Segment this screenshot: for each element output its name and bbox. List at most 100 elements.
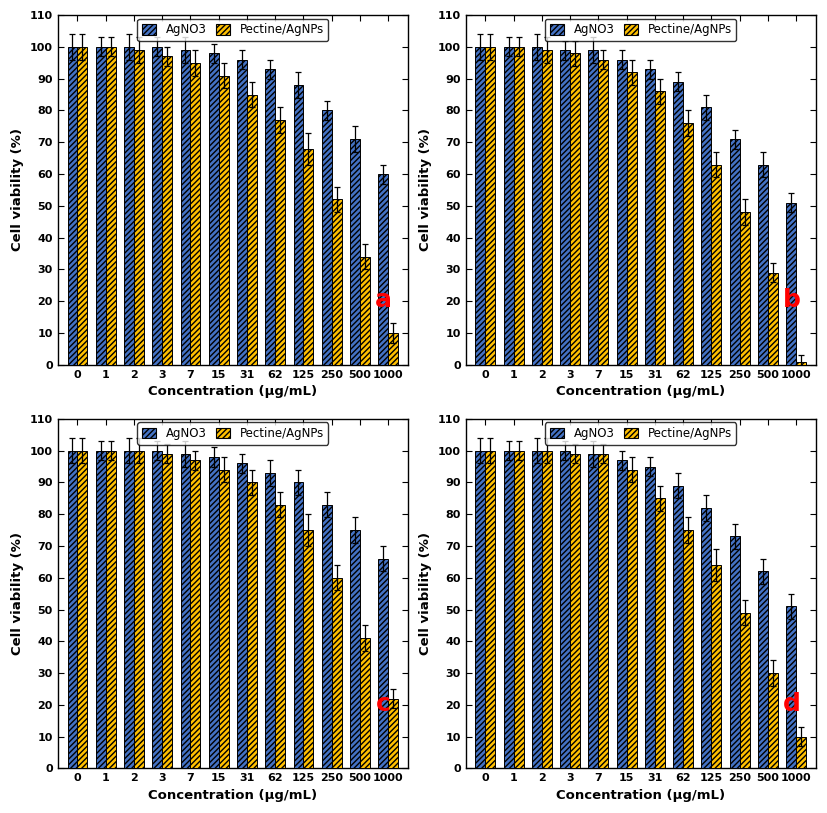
Text: d: d bbox=[782, 692, 801, 716]
Bar bbox=[767, 673, 777, 768]
Bar bbox=[78, 47, 88, 365]
Bar bbox=[476, 47, 485, 365]
Bar bbox=[786, 606, 796, 768]
Bar bbox=[729, 537, 739, 768]
Y-axis label: Cell viability (%): Cell viability (%) bbox=[419, 128, 432, 251]
Bar bbox=[504, 450, 514, 768]
Bar bbox=[711, 565, 721, 768]
Bar bbox=[758, 164, 767, 365]
Text: c: c bbox=[376, 692, 391, 716]
Bar bbox=[627, 470, 637, 768]
Bar bbox=[617, 59, 627, 365]
Bar bbox=[476, 450, 485, 768]
Bar bbox=[758, 572, 767, 768]
Bar bbox=[599, 454, 608, 768]
Bar bbox=[711, 164, 721, 365]
Bar bbox=[560, 50, 570, 365]
Bar bbox=[350, 139, 360, 365]
Bar bbox=[514, 47, 523, 365]
Bar bbox=[237, 463, 247, 768]
Bar bbox=[701, 107, 711, 365]
Bar bbox=[378, 559, 388, 768]
Bar bbox=[265, 473, 275, 768]
Bar bbox=[542, 450, 552, 768]
Bar bbox=[218, 76, 228, 365]
Bar bbox=[655, 498, 665, 768]
Bar bbox=[208, 54, 218, 365]
Bar bbox=[388, 333, 398, 365]
Bar bbox=[332, 199, 342, 365]
Bar bbox=[96, 47, 106, 365]
Bar bbox=[655, 91, 665, 365]
Bar bbox=[673, 82, 683, 365]
Bar bbox=[532, 47, 542, 365]
Bar bbox=[78, 450, 88, 768]
Bar bbox=[106, 450, 116, 768]
Bar bbox=[237, 59, 247, 365]
X-axis label: Concentration (µg/mL): Concentration (µg/mL) bbox=[557, 789, 725, 802]
Bar bbox=[739, 613, 749, 768]
Bar bbox=[645, 467, 655, 768]
Bar bbox=[645, 69, 655, 365]
X-axis label: Concentration (µg/mL): Concentration (µg/mL) bbox=[557, 385, 725, 398]
Bar bbox=[570, 454, 580, 768]
Bar bbox=[786, 202, 796, 365]
Bar bbox=[767, 272, 777, 365]
Bar bbox=[106, 47, 116, 365]
Y-axis label: Cell viability (%): Cell viability (%) bbox=[419, 533, 432, 655]
X-axis label: Concentration (µg/mL): Concentration (µg/mL) bbox=[148, 789, 318, 802]
Text: b: b bbox=[782, 289, 801, 312]
Bar bbox=[68, 450, 78, 768]
Bar bbox=[124, 47, 134, 365]
Bar bbox=[485, 47, 495, 365]
Bar bbox=[96, 450, 106, 768]
Bar bbox=[589, 50, 599, 365]
Bar bbox=[729, 139, 739, 365]
Bar bbox=[265, 69, 275, 365]
Bar bbox=[68, 47, 78, 365]
Bar bbox=[134, 450, 144, 768]
Bar bbox=[247, 94, 257, 365]
Bar bbox=[485, 450, 495, 768]
Bar bbox=[504, 47, 514, 365]
Bar bbox=[152, 450, 162, 768]
Bar bbox=[190, 460, 200, 768]
Bar bbox=[304, 149, 313, 365]
Bar bbox=[180, 50, 190, 365]
Bar bbox=[673, 485, 683, 768]
Bar bbox=[134, 50, 144, 365]
Bar bbox=[599, 59, 608, 365]
Y-axis label: Cell viability (%): Cell viability (%) bbox=[11, 128, 24, 251]
Bar bbox=[294, 482, 304, 768]
Bar bbox=[570, 54, 580, 365]
Bar bbox=[162, 454, 172, 768]
Text: a: a bbox=[375, 289, 392, 312]
Bar bbox=[739, 212, 749, 365]
Bar bbox=[190, 63, 200, 365]
Legend: AgNO3, Pectine/AgNPs: AgNO3, Pectine/AgNPs bbox=[137, 423, 328, 445]
Bar bbox=[360, 638, 370, 768]
Bar bbox=[218, 470, 228, 768]
Bar bbox=[683, 530, 693, 768]
Bar bbox=[304, 530, 313, 768]
Bar bbox=[542, 50, 552, 365]
Bar bbox=[275, 505, 285, 768]
Y-axis label: Cell viability (%): Cell viability (%) bbox=[11, 533, 24, 655]
X-axis label: Concentration (µg/mL): Concentration (µg/mL) bbox=[148, 385, 318, 398]
Bar bbox=[627, 72, 637, 365]
Bar bbox=[322, 505, 332, 768]
Bar bbox=[294, 85, 304, 365]
Legend: AgNO3, Pectine/AgNPs: AgNO3, Pectine/AgNPs bbox=[545, 19, 736, 41]
Bar bbox=[589, 454, 599, 768]
Bar bbox=[152, 47, 162, 365]
Legend: AgNO3, Pectine/AgNPs: AgNO3, Pectine/AgNPs bbox=[545, 423, 736, 445]
Bar bbox=[532, 450, 542, 768]
Bar bbox=[796, 737, 806, 768]
Bar bbox=[796, 362, 806, 365]
Bar bbox=[360, 257, 370, 365]
Bar bbox=[124, 450, 134, 768]
Legend: AgNO3, Pectine/AgNPs: AgNO3, Pectine/AgNPs bbox=[137, 19, 328, 41]
Bar bbox=[350, 530, 360, 768]
Bar bbox=[275, 120, 285, 365]
Bar bbox=[322, 111, 332, 365]
